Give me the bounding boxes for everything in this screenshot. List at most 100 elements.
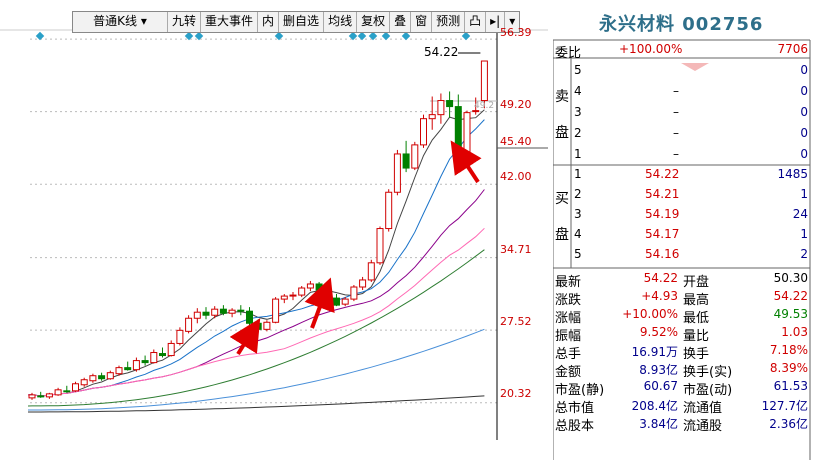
- quote-label: 市盈(动): [683, 383, 733, 398]
- candle-body: [480, 60, 488, 102]
- sell-price: –: [673, 126, 679, 140]
- candle-body: [306, 283, 314, 289]
- toolbar-tool-button[interactable]: 凸: [465, 12, 487, 32]
- candle-body: [37, 395, 45, 398]
- level-label: 3: [574, 207, 582, 221]
- ma-line: [27, 109, 485, 397]
- event-marker-icon: [381, 31, 391, 41]
- kline-chart[interactable]: 普通K线 ▾ 九转 重大事件 内 删自选 均线 复权 叠 窗 预测 凸 ▸| ▾…: [0, 0, 548, 440]
- event-marker-icon: [348, 31, 358, 41]
- toolbar-overlay-button[interactable]: 叠: [390, 12, 412, 32]
- sell-volume: 0: [800, 84, 808, 98]
- kline-type-select[interactable]: 普通K线 ▾: [73, 12, 168, 32]
- price-label: 49.20: [500, 98, 532, 111]
- toolbar-arrow-icon[interactable]: ▸|: [486, 12, 506, 32]
- candle-body: [315, 283, 323, 291]
- toolbar-ma-button[interactable]: 均线: [324, 12, 358, 32]
- quote-row: 最新 54.22 开盘 50.30: [553, 270, 810, 290]
- candle-body: [350, 286, 358, 300]
- candle-body: [106, 372, 114, 380]
- quote-label: 总市值: [555, 401, 595, 416]
- quote-value: 16.91万: [631, 345, 678, 359]
- toolbar-remove-watchlist-button[interactable]: 删自选: [279, 12, 325, 32]
- ma-line: [27, 189, 485, 397]
- candle-body: [124, 367, 132, 371]
- buy-row: 1 54.22 1485: [553, 166, 810, 184]
- buy-volume: 1485: [777, 167, 808, 181]
- candle-body: [167, 342, 175, 357]
- buy-volume: 1: [800, 187, 808, 201]
- toolbar-dropdown-icon[interactable]: ▾: [509, 14, 516, 28]
- quote-label: 最低: [683, 311, 710, 326]
- stock-title: 永兴材料 002756: [599, 14, 764, 35]
- ma-line: [27, 249, 485, 407]
- quote-label: 涨幅: [555, 311, 582, 326]
- quote-value: 60.67: [643, 379, 678, 393]
- price-label: 56.39: [500, 26, 532, 39]
- candle-body: [246, 310, 253, 324]
- buy-price: 54.22: [645, 167, 680, 181]
- buy-row: 2 54.21 1: [553, 186, 810, 204]
- candle-body: [402, 153, 410, 169]
- sell-price: –: [673, 147, 679, 161]
- candle-body: [341, 298, 349, 305]
- buy-volume: 1: [800, 227, 808, 241]
- sell-volume: 0: [800, 147, 808, 161]
- level-label: 1: [574, 167, 582, 181]
- candle-body: [367, 262, 375, 281]
- candle-body: [63, 390, 71, 393]
- buy-row: 5 54.16 2: [553, 246, 810, 264]
- collapse-arrow-icon[interactable]: [681, 63, 709, 71]
- toolbar-window-button[interactable]: 窗: [411, 12, 433, 32]
- price-label: 45.40: [500, 135, 532, 148]
- buy-volume: 2: [800, 247, 808, 261]
- toolbar-events-button[interactable]: 重大事件: [201, 12, 259, 32]
- quote-value: 9.52%: [639, 325, 678, 339]
- ma-value-label: 49.2: [474, 101, 495, 111]
- toolbar-inner-button[interactable]: 内: [258, 12, 280, 32]
- candle-body: [272, 298, 280, 323]
- panel-grid: [553, 39, 811, 460]
- level-label: 2: [574, 126, 582, 140]
- price-label: 27.52: [500, 315, 532, 328]
- event-marker-icon: [194, 31, 204, 41]
- candle-body: [150, 352, 158, 364]
- buy-price: 54.19: [645, 207, 680, 221]
- toolbar-adjust-button[interactable]: 复权: [357, 12, 391, 32]
- toolbar-forecast-button[interactable]: 预测: [432, 12, 466, 32]
- sell-price: –: [673, 84, 679, 98]
- ma-line: [27, 227, 485, 397]
- candle-body: [472, 110, 480, 113]
- buy-volume: 24: [792, 207, 808, 221]
- quote-row: 涨跌 +4.93 最高 54.22: [553, 288, 810, 308]
- quote-value: 1.03: [781, 325, 808, 339]
- candle-body: [446, 100, 454, 108]
- kline-type-label: 普通K线: [93, 14, 138, 28]
- candle-body: [280, 295, 288, 300]
- candle-body: [211, 308, 219, 316]
- quote-value: +4.93: [641, 289, 678, 303]
- sell-volume: 0: [800, 63, 808, 77]
- quote-row: 金额 8.93亿 换手(实) 8.39%: [553, 360, 810, 380]
- candle-body: [454, 106, 462, 159]
- quote-value: +10.00%: [622, 307, 678, 321]
- quote-row: 涨幅 +10.00% 最低 49.53: [553, 306, 810, 326]
- level-label: 2: [574, 187, 582, 201]
- toolbar-jiuzhuan-button[interactable]: 九转: [168, 12, 202, 32]
- ma-line: [27, 328, 485, 411]
- quote-label: 换手(实): [683, 365, 733, 380]
- candle-body: [141, 360, 149, 364]
- candle-body: [254, 322, 262, 330]
- sell-row: 1 – 0: [553, 146, 810, 164]
- candle-body: [185, 317, 193, 332]
- kline-svg[interactable]: [0, 0, 548, 440]
- candle-body: [420, 118, 427, 146]
- candle-body: [176, 329, 184, 344]
- event-marker-icon: [184, 31, 194, 41]
- candle-body: [385, 191, 393, 230]
- event-marker-icon: [274, 31, 284, 41]
- quote-label: 量比: [683, 329, 710, 344]
- chart-toolbar: 普通K线 ▾ 九转 重大事件 内 删自选 均线 复权 叠 窗 预测 凸 ▸| ▾: [72, 11, 521, 33]
- quote-value: 61.53: [773, 379, 808, 393]
